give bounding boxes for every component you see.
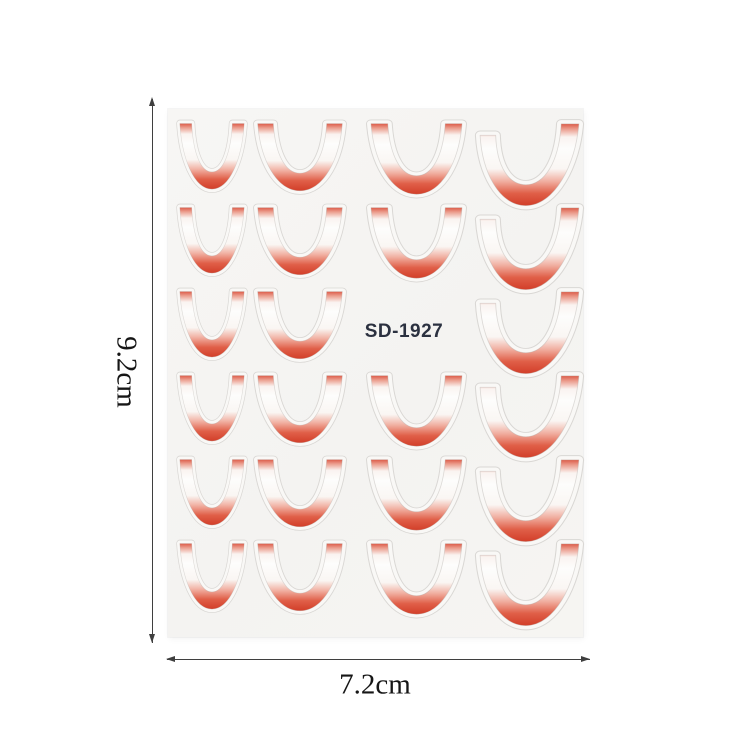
tip-gradient-band	[179, 459, 245, 526]
arrow-up-icon	[149, 97, 155, 106]
arrow-down-icon	[149, 634, 155, 643]
french-tip-sticker	[366, 203, 467, 283]
tip-gradient-band	[370, 375, 463, 447]
tip-gradient-band	[370, 543, 463, 615]
product-code-label: SD-1927	[364, 321, 444, 342]
french-tip-sticker	[253, 455, 347, 531]
french-tip-sticker	[366, 455, 467, 535]
height-dimension-label: 9.2cm	[110, 336, 143, 408]
tip-gradient-band	[370, 459, 463, 531]
tip-gradient-band	[179, 123, 245, 190]
tip-gradient-band	[179, 543, 245, 610]
french-tip-sticker	[474, 119, 585, 211]
tip-gradient-band	[370, 123, 463, 195]
tip-gradient-band	[257, 543, 343, 612]
french-tip-sticker	[474, 539, 585, 631]
tip-gradient-band	[179, 291, 245, 358]
french-tip-sticker	[474, 287, 585, 379]
french-tip-sticker	[176, 287, 248, 361]
french-tip-sticker	[474, 455, 585, 547]
tip-gradient-band	[479, 459, 580, 542]
product-sheet: SD-1927	[168, 109, 585, 637]
french-tip-sticker	[366, 539, 467, 619]
tip-gradient-band	[179, 207, 245, 274]
french-tip-sticker	[176, 371, 248, 445]
arrow-right-icon	[581, 655, 590, 662]
tip-gradient-band	[479, 375, 580, 458]
tip-gradient-band	[479, 207, 580, 290]
tip-gradient-band	[479, 291, 580, 374]
french-tip-sticker	[253, 203, 347, 279]
tip-gradient-band	[257, 207, 343, 276]
tip-gradient-band	[257, 375, 343, 444]
french-tip-sticker	[253, 119, 347, 195]
arrow-left-icon	[166, 655, 175, 662]
french-tip-sticker	[474, 203, 585, 295]
tip-gradient-band	[370, 207, 463, 279]
french-tip-sticker	[176, 203, 248, 277]
french-tip-sticker	[253, 287, 347, 363]
width-dimension-label: 7.2cm	[339, 668, 411, 701]
width-dimension-line	[167, 659, 590, 660]
french-tip-sticker	[253, 539, 347, 615]
tip-gradient-band	[179, 375, 245, 442]
french-tip-sticker	[474, 371, 585, 463]
height-dimension-line	[152, 99, 153, 643]
french-tip-sticker	[366, 371, 467, 451]
tip-gradient-band	[479, 123, 580, 206]
tip-gradient-band	[257, 291, 343, 360]
french-tip-sticker	[366, 119, 467, 199]
french-tip-sticker	[253, 371, 347, 447]
tip-gradient-band	[257, 459, 343, 528]
french-tip-sticker	[176, 119, 248, 193]
french-tip-sticker	[176, 455, 248, 529]
tip-gradient-band	[479, 543, 580, 626]
tip-gradient-band	[257, 123, 343, 192]
french-tip-sticker	[176, 539, 248, 613]
